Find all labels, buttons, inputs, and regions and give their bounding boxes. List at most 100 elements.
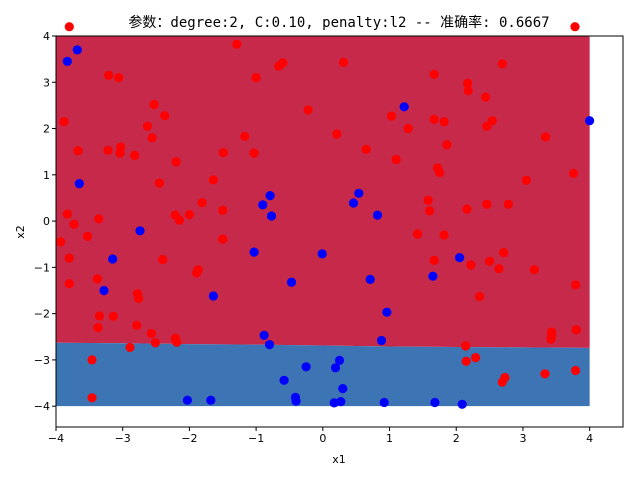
red-point — [423, 195, 433, 205]
red-point — [64, 279, 74, 289]
red-point — [463, 78, 473, 88]
red-point — [171, 157, 181, 167]
red-point — [56, 237, 66, 247]
red-point — [466, 260, 476, 270]
red-point — [482, 199, 492, 209]
blue-point — [99, 285, 109, 296]
blue-point — [74, 179, 84, 189]
y-tick-label: 0 — [43, 215, 50, 228]
red-point — [425, 206, 435, 216]
red-point — [197, 198, 207, 208]
blue-point — [457, 399, 467, 409]
red-point — [73, 146, 83, 156]
red-point — [154, 178, 164, 188]
red-point — [475, 291, 485, 302]
decision-regions — [56, 36, 590, 407]
blue-point — [430, 397, 440, 408]
red-point — [429, 255, 439, 265]
red-point — [332, 129, 342, 139]
red-point — [471, 353, 481, 363]
red-point — [147, 133, 157, 143]
x-axis-ticks: −4 −3 −2 −1 0 1 2 3 4 — [48, 427, 593, 445]
red-point — [218, 234, 228, 244]
red-point — [391, 154, 401, 165]
red-point — [64, 253, 74, 263]
blue-point — [354, 188, 364, 198]
blue-point — [206, 395, 216, 405]
red-point — [125, 342, 135, 352]
red-point — [435, 167, 445, 178]
blue-point — [372, 210, 383, 220]
blue-point — [108, 254, 118, 264]
red-point — [134, 293, 144, 303]
red-point — [94, 311, 104, 321]
blue-point — [286, 277, 297, 287]
axes-frame — [55, 35, 624, 428]
blue-point — [258, 200, 268, 210]
y-tick-label: 2 — [43, 123, 50, 136]
blue-point — [376, 335, 387, 346]
y-tick-label: 4 — [43, 30, 50, 43]
red-point — [149, 99, 159, 110]
blue-point — [379, 397, 389, 408]
red-point — [521, 175, 531, 185]
red-point — [69, 219, 79, 229]
red-point — [160, 111, 170, 121]
red-point — [494, 264, 504, 274]
x-tick-label: −2 — [181, 432, 197, 445]
red-point — [361, 144, 371, 154]
red-point — [130, 150, 140, 160]
red-point — [303, 105, 313, 115]
red-point — [108, 311, 118, 321]
y-axis-label: x2 — [14, 225, 27, 239]
blue-point — [265, 191, 275, 201]
red-point — [442, 140, 452, 150]
red-point — [59, 117, 69, 127]
blue-point — [72, 45, 82, 55]
x-tick-label: −1 — [248, 432, 264, 445]
blue-point — [182, 395, 192, 405]
blue-point — [336, 397, 346, 407]
red-point — [570, 22, 580, 32]
y-axis-ticks: −4 −3 −2 −1 0 1 2 3 4 — [34, 30, 56, 413]
x-tick-label: −4 — [48, 432, 64, 445]
red-point — [571, 365, 581, 376]
blue-point — [266, 211, 277, 221]
red-point — [499, 248, 509, 258]
red-point — [403, 123, 413, 134]
red-point — [87, 355, 97, 365]
red-point — [150, 338, 160, 348]
red-point — [114, 73, 124, 83]
red-point — [386, 111, 397, 121]
scatter-points — [56, 22, 595, 409]
red-point — [429, 69, 439, 79]
blue-point — [338, 384, 348, 394]
blue-point — [365, 274, 375, 284]
red-point — [485, 256, 495, 266]
red-point — [94, 214, 104, 224]
blue-point — [62, 56, 72, 66]
red-point — [82, 231, 92, 241]
red-point — [142, 121, 152, 131]
x-tick-label: 0 — [319, 432, 326, 445]
red-point — [240, 131, 250, 141]
red-point — [482, 121, 492, 131]
red-point — [571, 280, 581, 290]
red-point — [540, 369, 550, 379]
red-point — [439, 117, 449, 127]
y-tick-label: −4 — [34, 400, 50, 413]
red-point — [500, 372, 510, 383]
blue-point — [291, 396, 301, 406]
blue-point — [382, 307, 392, 317]
blue-point — [317, 249, 327, 259]
blue-point — [399, 102, 409, 112]
red-point — [251, 73, 261, 83]
red-point — [104, 70, 114, 80]
red-point — [93, 322, 103, 333]
x-tick-label: 1 — [386, 432, 393, 445]
red-point — [192, 268, 202, 278]
red-point — [158, 254, 168, 265]
blue-point — [455, 253, 465, 263]
red-point — [463, 86, 473, 96]
